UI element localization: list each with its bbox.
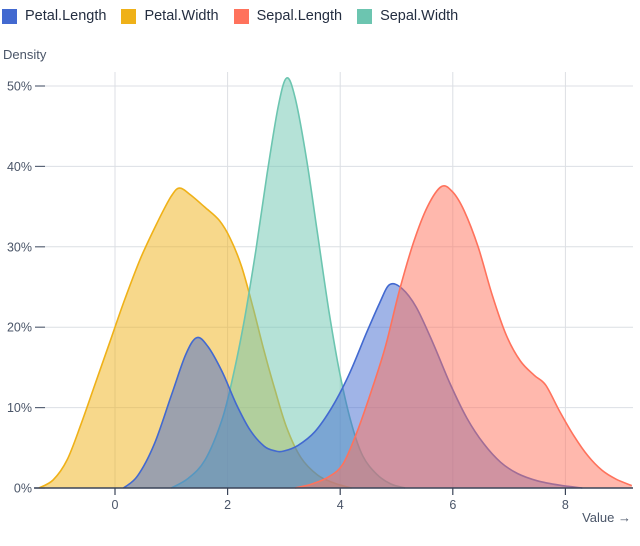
legend-label-sepal-width: Sepal.Width <box>380 8 459 24</box>
density-area-sepal-length <box>295 185 632 488</box>
y-tick-label: 40% <box>7 160 32 174</box>
legend-label-sepal-length: Sepal.Length <box>256 8 343 24</box>
series-group <box>38 77 633 489</box>
y-tick-label: 10% <box>7 401 32 415</box>
x-tick-label: 8 <box>562 498 569 512</box>
density-line-sepal-length <box>295 185 633 489</box>
x-tick-label: 2 <box>224 498 231 512</box>
legend-item-sepal-width: Sepal.Width <box>357 8 458 24</box>
x-axis-title: Value → <box>582 510 631 525</box>
legend-item-petal-width: Petal.Width <box>121 8 219 24</box>
density-area-sepal-width <box>171 77 405 488</box>
gridlines <box>45 72 633 488</box>
legend: Petal.Length Petal.Width Sepal.Length Se… <box>2 8 473 24</box>
y-tick-label: 50% <box>7 80 32 94</box>
legend-item-petal-length: Petal.Length <box>2 8 106 24</box>
y-tick-label: 30% <box>7 240 32 254</box>
x-tick-label: 0 <box>112 498 119 512</box>
legend-swatch-petal-width <box>121 8 137 24</box>
x-tick-label: 6 <box>449 498 456 512</box>
y-axis-title: Density <box>3 47 47 62</box>
x-tick-label: 4 <box>337 498 344 512</box>
legend-swatch-sepal-width <box>357 8 373 24</box>
legend-label-petal-width: Petal.Width <box>144 8 219 24</box>
legend-swatch-sepal-length <box>233 8 249 24</box>
y-tick-label: 20% <box>7 321 32 335</box>
legend-label-petal-length: Petal.Length <box>25 8 107 24</box>
legend-item-sepal-length: Sepal.Length <box>233 8 343 24</box>
legend-swatch-petal-length <box>2 8 17 24</box>
y-tick-label: 0% <box>14 482 32 496</box>
